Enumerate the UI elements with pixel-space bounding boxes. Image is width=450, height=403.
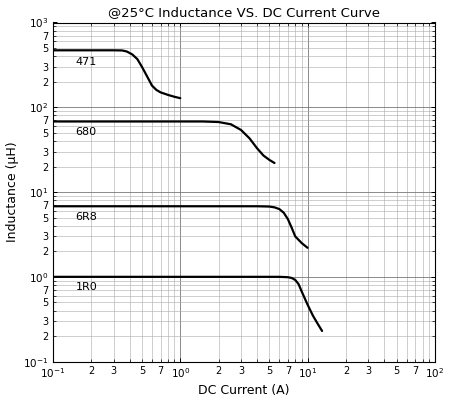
Y-axis label: Inductance (μH): Inductance (μH) (5, 142, 18, 242)
Title: @25°C Inductance VS. DC Current Curve: @25°C Inductance VS. DC Current Curve (108, 6, 380, 19)
X-axis label: DC Current (A): DC Current (A) (198, 384, 290, 397)
Text: 680: 680 (76, 127, 96, 137)
Text: 471: 471 (76, 57, 97, 67)
Text: 6R8: 6R8 (76, 212, 97, 222)
Text: 1R0: 1R0 (76, 282, 97, 292)
